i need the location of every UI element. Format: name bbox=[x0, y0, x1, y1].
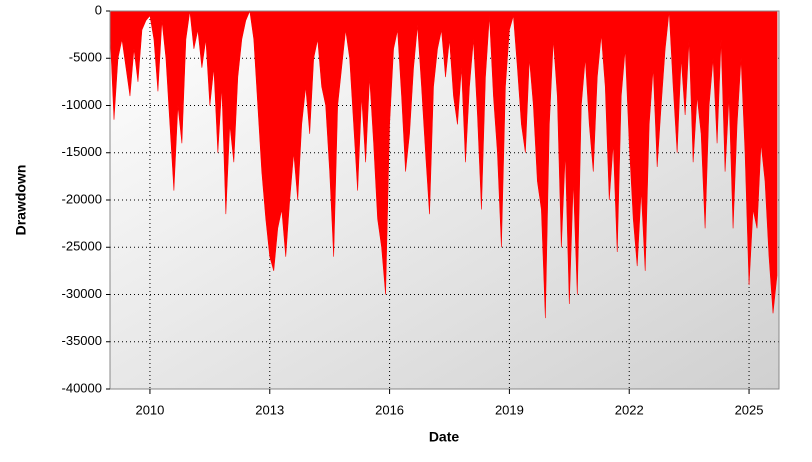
y-tick-label: -40000 bbox=[62, 380, 102, 395]
y-axis-title: Drawdown bbox=[13, 165, 29, 236]
x-tick-label: 2010 bbox=[135, 402, 164, 417]
y-tick-label: -35000 bbox=[62, 333, 102, 348]
y-tick-label: -25000 bbox=[62, 239, 102, 254]
y-tick-label: -20000 bbox=[62, 191, 102, 206]
x-tick-label: 2019 bbox=[495, 402, 524, 417]
x-tick-label: 2013 bbox=[255, 402, 284, 417]
y-tick-label: 0 bbox=[95, 2, 102, 17]
x-tick-label: 2022 bbox=[615, 402, 644, 417]
x-tick-label: 2025 bbox=[735, 402, 764, 417]
y-tick-label: -10000 bbox=[62, 97, 102, 112]
y-tick-label: -15000 bbox=[62, 144, 102, 159]
y-tick-label: -30000 bbox=[62, 286, 102, 301]
x-axis-title: Date bbox=[429, 429, 460, 445]
y-tick-label: -5000 bbox=[69, 50, 102, 65]
x-tick-label: 2016 bbox=[375, 402, 404, 417]
drawdown-area bbox=[109, 9, 778, 319]
